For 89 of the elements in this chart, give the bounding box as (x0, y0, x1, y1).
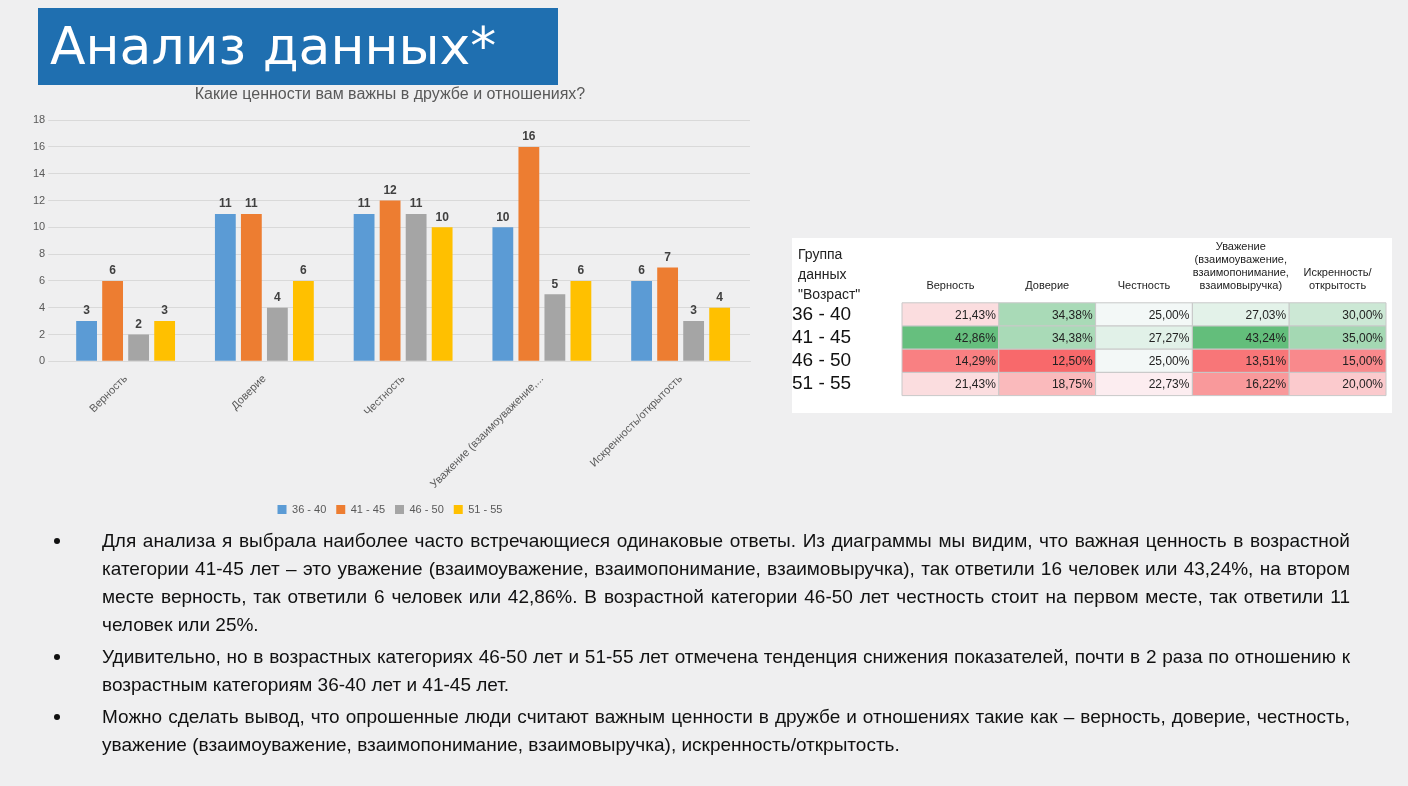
bar (405, 213, 427, 361)
data-label: 3 (690, 303, 698, 318)
legend-label: 51 - 55 (468, 502, 503, 515)
y-tick-label: 6 (39, 273, 46, 286)
bar (102, 280, 124, 361)
y-tick-label: 41 - 45 (792, 325, 852, 347)
legend-label: 46 - 50 (409, 502, 444, 515)
data-label: 42,86% (955, 330, 997, 345)
bar (214, 213, 236, 361)
data-label: 11 (219, 196, 233, 211)
data-label: 27,27% (1148, 330, 1190, 345)
data-label: 6 (638, 263, 646, 278)
data-label: 21,43% (955, 307, 997, 322)
y-tick-label: 51 - 55 (792, 372, 852, 394)
bar (570, 280, 592, 361)
y-tick-label: 10 (32, 220, 46, 233)
y-tick-label: 36 - 40 (792, 302, 852, 324)
data-label: 22,73% (1148, 377, 1190, 392)
y-tick-label: 4 (39, 300, 46, 313)
y-tick-label: 0 (39, 354, 46, 367)
bar (266, 307, 288, 361)
bar (492, 227, 514, 361)
data-label: 11 (245, 196, 259, 211)
data-label: 4 (716, 290, 724, 305)
data-label: 5 (551, 276, 559, 291)
y-tick-label: 46 - 50 (792, 349, 852, 371)
x-tick-label: Уважение (взаимоуважение, взаимопонимание, взаимовыручка) (1192, 239, 1289, 292)
bar (431, 227, 453, 361)
bar (240, 213, 262, 361)
data-label: 11 (409, 196, 423, 211)
bar (292, 280, 314, 361)
bar (76, 321, 97, 361)
data-label: 14,29% (955, 354, 997, 369)
text: Можно сделать вывод, что опрошенные люди считают важным ценности в дружбе и отношениях такие как – верность, доверие, честность, уважение (взаимоуважение, взаимопонимание, взаимовыручка), искренность/открытость. (101, 705, 1350, 757)
data-label: 15,00% (1342, 354, 1384, 369)
data-label: 16 (522, 129, 536, 144)
chart-title: Анализ данных* (38, 8, 558, 85)
data-label: 18,75% (1051, 377, 1093, 392)
data-label: 6 (109, 263, 117, 278)
chart-subtitle: Какие ценности вам важны в дружбе и отношениях? (194, 85, 586, 103)
data-label: 2 (135, 316, 143, 331)
data-label: 34,38% (1051, 330, 1093, 345)
y-tick-label: 14 (32, 166, 46, 179)
y-tick-label: 16 (32, 140, 46, 153)
data-label: 10 (496, 209, 510, 224)
legend-label: 41 - 45 (350, 502, 385, 515)
data-label: 4 (274, 290, 282, 305)
x-tick-label: Верность (926, 279, 975, 292)
data-label: 21,43% (955, 377, 997, 392)
data-label: 10 (435, 209, 450, 224)
data-label: 3 (83, 303, 91, 318)
bar (518, 146, 540, 361)
bar (128, 334, 150, 361)
bar (631, 280, 653, 361)
data-label: 25,00% (1148, 354, 1190, 369)
y-tick-label: 18 (32, 113, 46, 126)
y-tick-label: 8 (39, 247, 46, 260)
y-tick-label: 12 (32, 193, 46, 206)
bar (657, 267, 679, 361)
data-label: 6 (300, 263, 308, 278)
data-label: 35,00% (1342, 330, 1384, 345)
text: Удивительно, но в возрастных категориях 46-50 лет и 51-55 лет отмечена тенденция снижения показателей, почти в 2 раза по отношению к возрастным категориям 36-40 лет и 41-45 лет. (101, 645, 1350, 697)
data-label: 20,00% (1342, 377, 1384, 392)
data-label: 3 (161, 303, 169, 318)
data-label: 6 (577, 263, 585, 278)
y-tick-label: 2 (39, 327, 46, 340)
data-label: 7 (664, 249, 672, 264)
data-label: 30,00% (1342, 307, 1384, 322)
bar (709, 307, 731, 361)
x-tick-label: Честность (1117, 279, 1171, 292)
data-label: 25,00% (1148, 307, 1190, 322)
text: Для анализа я выбрала наиболее часто встречающиеся одинаковые ответы. Из диаграммы мы видим, что важная ценность в возрастной категории 41-45 лет – это уважение (взаимоуважение, взаимопонимание, взаимовыручка), так ответили 16 человек или 43,24%, на втором месте верность, так ответили 6 человек или 42,86%. В возрастной категории 46-50 лет честность стоит на первом месте, так ответили 11 человек или 25%. (101, 529, 1350, 637)
data-label: 12 (383, 182, 398, 197)
data-label: 34,38% (1051, 307, 1093, 322)
bar (379, 200, 401, 361)
bar (683, 321, 705, 361)
data-label: 12,50% (1051, 354, 1093, 369)
y-axis-title: Группа данных "Возраст" (798, 245, 861, 302)
x-tick-label: Искренность/открытость (1303, 266, 1373, 292)
data-label: 27,03% (1245, 307, 1287, 322)
bar (154, 321, 176, 361)
bar (544, 294, 566, 361)
data-label: 43,24% (1245, 330, 1287, 345)
bar (353, 213, 375, 361)
legend-label: 36 - 40 (292, 502, 327, 515)
x-tick-label: Доверие (1025, 279, 1070, 292)
data-label: 11 (357, 196, 371, 211)
data-label: 16,22% (1245, 377, 1287, 392)
data-label: 13,51% (1245, 354, 1287, 369)
